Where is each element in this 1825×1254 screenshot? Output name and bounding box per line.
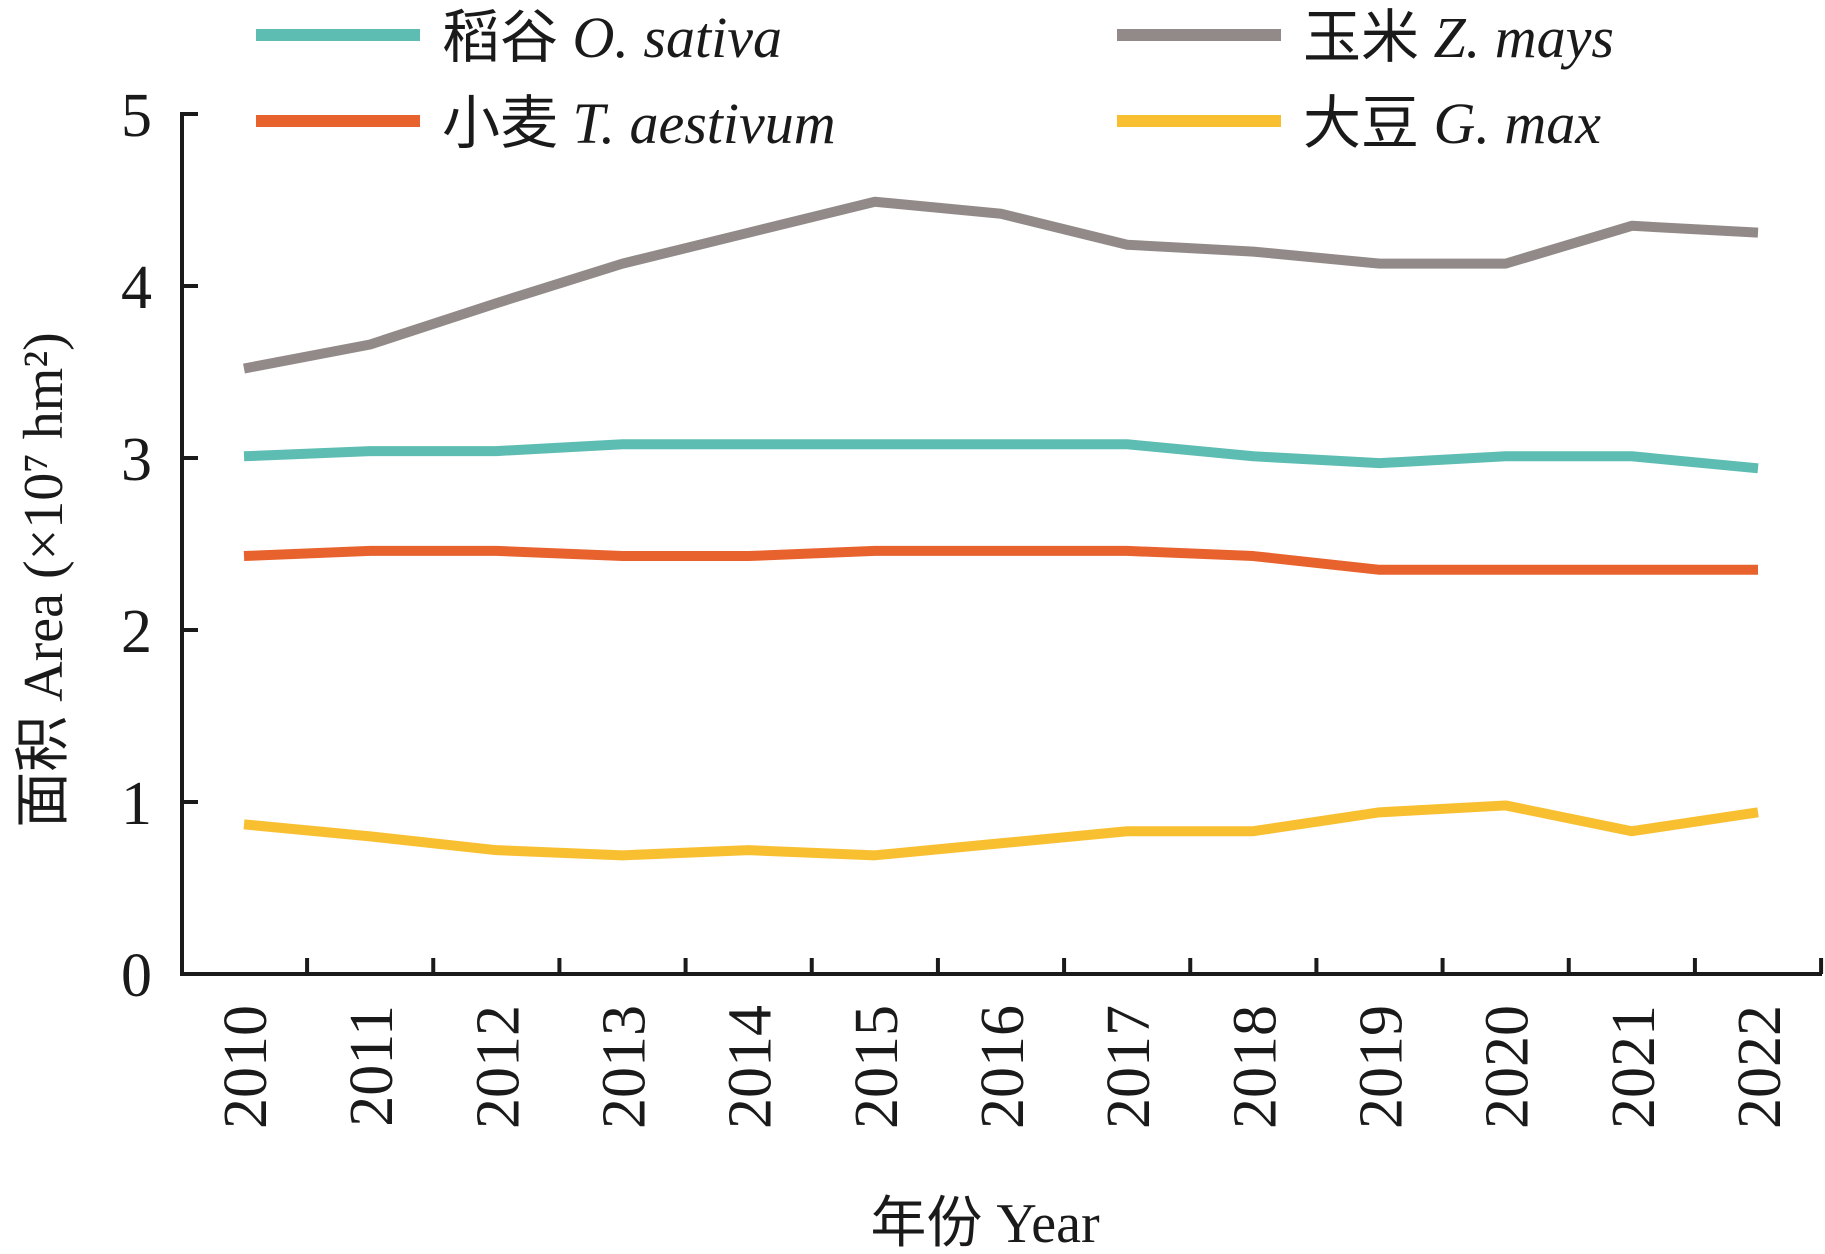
x-tick-label: 2021 xyxy=(1600,1005,1668,1129)
legend-label-latin: Z. mays xyxy=(1434,5,1614,70)
legend-label-latin: O. sativa xyxy=(573,5,782,70)
legend-item: 小麦 T. aestivum xyxy=(256,91,836,156)
legend-label-latin: T. aestivum xyxy=(573,91,836,156)
x-tick-label: 2010 xyxy=(212,1005,280,1129)
axes: 0 1 2 3 4 5 2010 2011 2012 2013 2014 2015 2016 2017 20… xyxy=(121,82,1824,1129)
x-tick-label: 2016 xyxy=(969,1005,1037,1129)
x-tick-label: 2018 xyxy=(1221,1005,1289,1129)
x-axis-label: 年份 Year xyxy=(870,1193,1100,1254)
legend-label-cn: 玉米 xyxy=(1303,5,1434,70)
legend-label: 稻谷 O. sativa xyxy=(442,5,782,70)
legend-label: 玉米 Z. mays xyxy=(1303,5,1614,70)
y-tick-label: 3 xyxy=(121,426,152,494)
y-tick-label: 4 xyxy=(121,254,152,322)
y-axis-label: 面积 Area (×10⁷ hm²) xyxy=(13,332,75,828)
x-tick-label: 2012 xyxy=(464,1005,532,1129)
x-tick-label: 2022 xyxy=(1726,1005,1794,1129)
x-tick-label: 2013 xyxy=(591,1005,659,1129)
legend-label-cn: 小麦 xyxy=(442,91,573,156)
legend-label-cn: 大豆 xyxy=(1303,91,1434,156)
x-tick-label: 2014 xyxy=(717,1005,785,1129)
legend-label-latin: G. max xyxy=(1434,91,1602,156)
x-tick-label: 2020 xyxy=(1474,1005,1542,1129)
x-tick-label: 2011 xyxy=(338,1005,406,1127)
legend-item: 稻谷 O. sativa xyxy=(256,5,782,70)
legend-item: 玉米 Z. mays xyxy=(1117,5,1614,70)
y-tick-label: 2 xyxy=(121,598,152,666)
x-tick-label: 2015 xyxy=(843,1005,911,1129)
legend-label: 大豆 G. max xyxy=(1303,91,1601,156)
legend-label-cn: 稻谷 xyxy=(442,5,573,70)
legend-label: 小麦 T. aestivum xyxy=(442,91,836,156)
y-tick-label: 5 xyxy=(121,82,152,150)
series-line-o-sativa xyxy=(243,439,1759,474)
x-tick-label: 2019 xyxy=(1348,1005,1416,1129)
series-line-z-mays xyxy=(243,196,1759,374)
legend-item: 大豆 G. max xyxy=(1117,91,1601,156)
series-line-t-aestivum xyxy=(243,545,1758,575)
series-lines xyxy=(243,196,1759,861)
y-tick-label: 0 xyxy=(121,942,152,1010)
y-tick-label: 1 xyxy=(121,770,152,838)
series-line-g-max xyxy=(243,800,1759,861)
x-tick-label: 2017 xyxy=(1095,1005,1163,1129)
